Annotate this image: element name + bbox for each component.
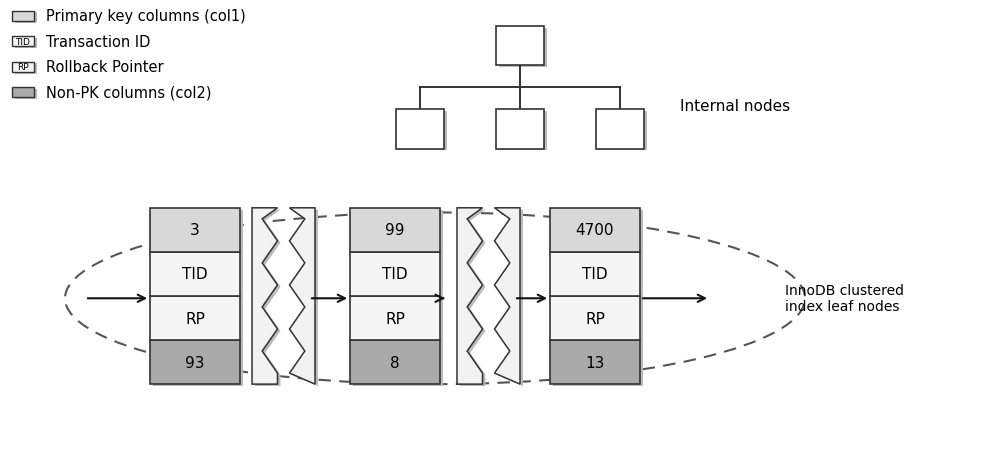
- Text: RP: RP: [585, 311, 605, 326]
- Bar: [150, 208, 240, 252]
- Bar: [550, 208, 640, 252]
- Bar: [153, 210, 243, 386]
- Text: 99: 99: [385, 223, 405, 238]
- Text: Non-PK columns (col2): Non-PK columns (col2): [46, 86, 212, 100]
- Bar: [550, 252, 640, 296]
- Bar: [499, 29, 547, 68]
- Text: 3: 3: [190, 223, 200, 238]
- Polygon shape: [292, 210, 318, 386]
- Bar: [496, 26, 544, 66]
- Bar: [15, 64, 37, 75]
- Text: Internal nodes: Internal nodes: [680, 99, 790, 114]
- Bar: [353, 210, 443, 386]
- Bar: [350, 340, 440, 384]
- Bar: [499, 112, 547, 151]
- Text: RP: RP: [17, 63, 29, 72]
- Polygon shape: [255, 210, 280, 386]
- Polygon shape: [457, 208, 482, 384]
- Text: 13: 13: [585, 355, 605, 370]
- Bar: [150, 340, 240, 384]
- Text: TID: TID: [582, 267, 608, 282]
- Bar: [150, 252, 240, 296]
- Bar: [15, 90, 37, 100]
- Polygon shape: [290, 208, 315, 384]
- Text: 4700: 4700: [576, 223, 614, 238]
- Bar: [12, 88, 34, 98]
- Bar: [550, 296, 640, 340]
- Bar: [15, 13, 37, 24]
- Bar: [15, 39, 37, 49]
- Bar: [350, 296, 440, 340]
- Text: 93: 93: [185, 355, 205, 370]
- Text: RP: RP: [185, 311, 205, 326]
- Text: Transaction ID: Transaction ID: [46, 35, 150, 50]
- Bar: [550, 340, 640, 384]
- Bar: [553, 210, 643, 386]
- Bar: [396, 110, 444, 149]
- Polygon shape: [460, 210, 486, 386]
- Text: 8: 8: [390, 355, 400, 370]
- Bar: [12, 63, 34, 73]
- Bar: [596, 110, 644, 149]
- Text: Rollback Pointer: Rollback Pointer: [46, 60, 164, 75]
- Bar: [350, 208, 440, 252]
- Polygon shape: [252, 208, 278, 384]
- Bar: [12, 12, 34, 22]
- Polygon shape: [498, 210, 523, 386]
- Bar: [350, 252, 440, 296]
- Text: TID: TID: [182, 267, 208, 282]
- Text: RP: RP: [385, 311, 405, 326]
- Bar: [496, 110, 544, 149]
- Bar: [12, 37, 34, 47]
- Bar: [150, 296, 240, 340]
- Text: TID: TID: [382, 267, 408, 282]
- Text: Primary key columns (col1): Primary key columns (col1): [46, 9, 246, 24]
- Text: InnoDB clustered
index leaf nodes: InnoDB clustered index leaf nodes: [785, 283, 904, 314]
- Polygon shape: [494, 208, 520, 384]
- Text: TID: TID: [16, 38, 30, 47]
- Bar: [399, 112, 447, 151]
- Bar: [599, 112, 647, 151]
